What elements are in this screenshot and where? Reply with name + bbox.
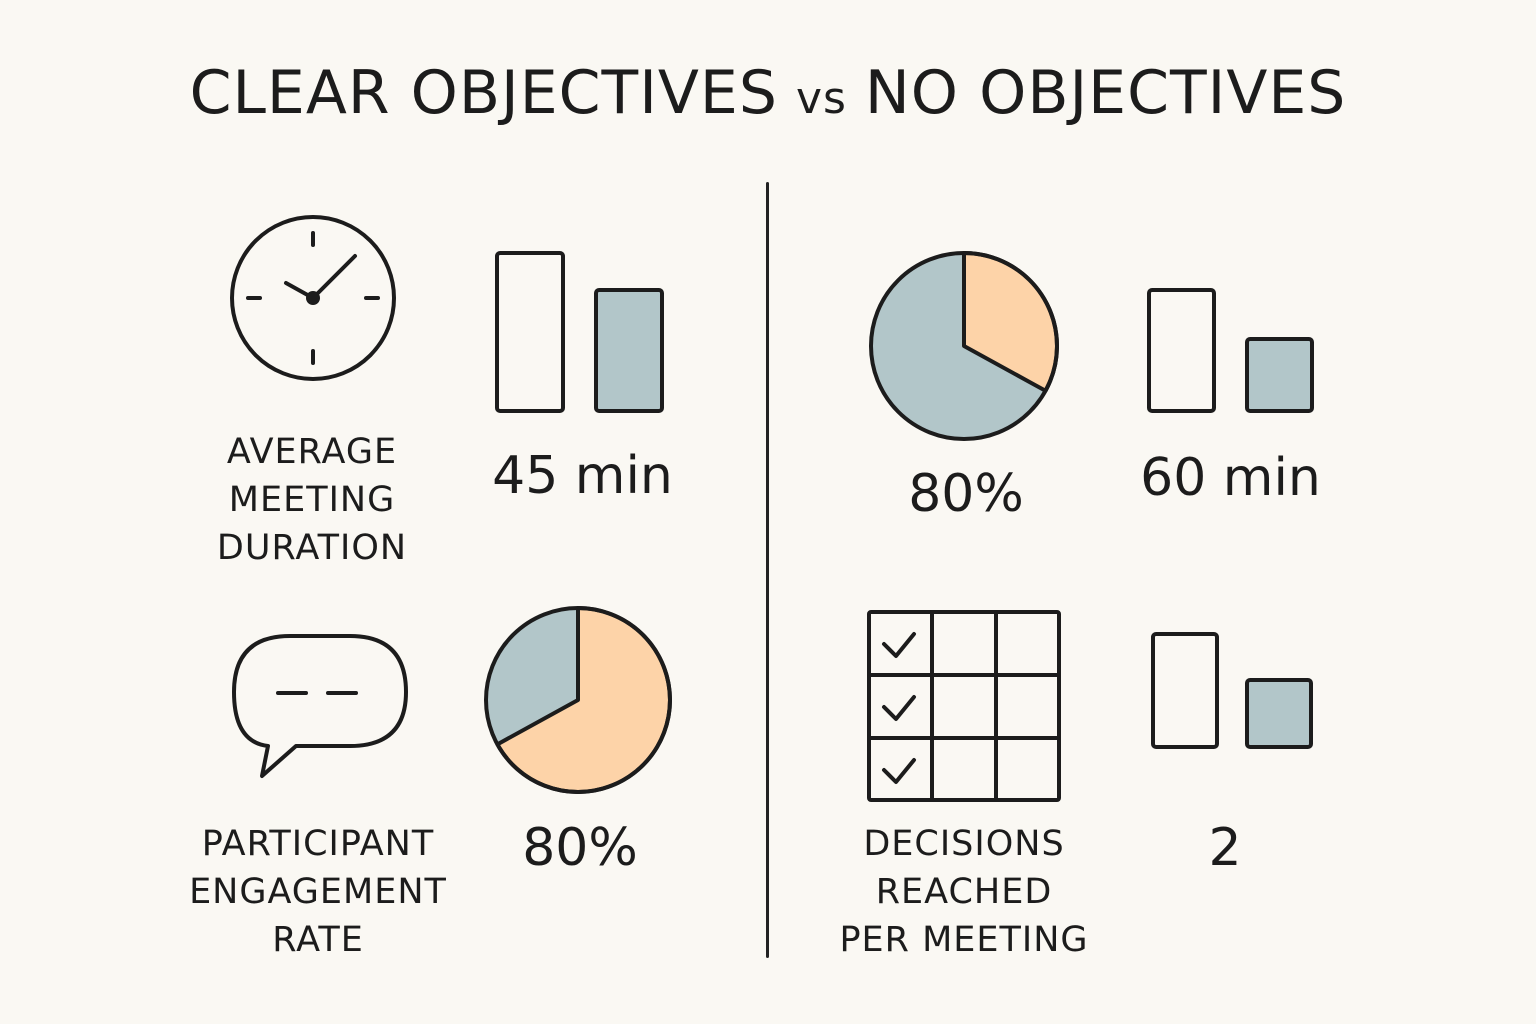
label-line: PER MEETING [839, 920, 1089, 960]
label-line: REACHED [875, 872, 1053, 912]
label-line: MEETING [228, 480, 396, 520]
value-decisions: 2 [1208, 818, 1242, 878]
speech-bubble-icon [232, 634, 408, 778]
left-duration-bars [495, 251, 664, 413]
left-bar-filled [594, 288, 664, 413]
check-mark [882, 758, 916, 784]
left-bar-outline [495, 251, 565, 413]
center-divider [766, 182, 769, 958]
checklist-grid-icon [867, 610, 1061, 802]
title-right: NO OBJECTIVES [864, 58, 1347, 128]
label-line: ENGAGEMENT [189, 872, 447, 912]
title-vs: vs [795, 73, 847, 124]
left-engagement-pie [484, 606, 672, 794]
check-mark [882, 695, 916, 721]
label-line: RATE [272, 920, 364, 960]
pie-outline [869, 251, 1059, 441]
pie-outline [484, 606, 672, 794]
clock-icon [230, 215, 396, 381]
pie-slice-highlight [962, 251, 1059, 393]
value-left-engagement: 80% [522, 818, 638, 878]
label-line: DURATION [216, 528, 408, 568]
pie-slice-remainder [486, 608, 670, 792]
right-engagement-pie [869, 251, 1059, 441]
page-title: CLEAR OBJECTIVES vs NO OBJECTIVES [0, 58, 1536, 128]
check-mark [882, 632, 916, 658]
decisions-bar-filled [1245, 678, 1313, 749]
right-duration-bars [1147, 288, 1314, 413]
value-left-duration: 45 min [492, 446, 673, 506]
value-right-duration: 60 min [1140, 448, 1321, 508]
title-left: CLEAR OBJECTIVES [189, 58, 778, 128]
label-line: DECISIONS [863, 824, 1065, 864]
pie-slice-remainder [871, 253, 1057, 439]
right-decisions-bars [1151, 632, 1313, 749]
right-bar-filled [1245, 337, 1314, 413]
label-line: AVERAGE [226, 432, 398, 472]
pie-slice-highlight [495, 606, 672, 794]
label-line: PARTICIPANT [201, 824, 435, 864]
label-average-meeting-duration: AVERAGE MEETING DURATION [192, 428, 432, 572]
label-decisions-reached-per-meeting: DECISIONS REACHED PER MEETING [814, 820, 1114, 964]
right-bar-outline [1147, 288, 1216, 413]
value-right-engagement: 80% [908, 464, 1024, 524]
label-participant-engagement-rate: PARTICIPANT ENGAGEMENT RATE [168, 820, 468, 964]
decisions-bar-outline [1151, 632, 1219, 749]
